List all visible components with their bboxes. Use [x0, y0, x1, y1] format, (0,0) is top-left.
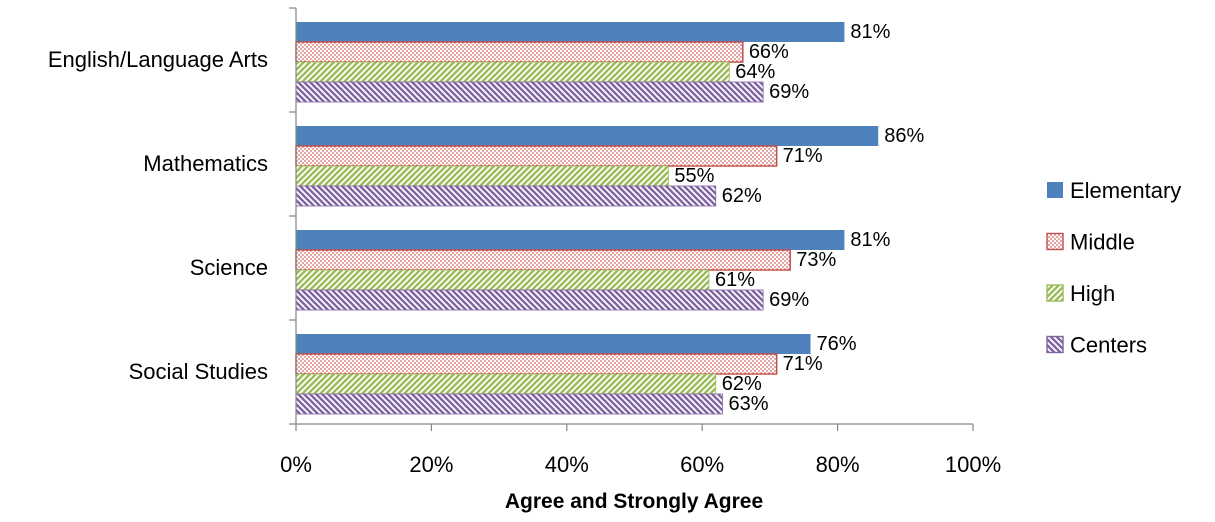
data-label-science-centers: 69% [769, 289, 809, 311]
x-tick-label-40: 40% [545, 452, 589, 477]
data-label-mathematics-middle: 71% [783, 145, 823, 167]
data-label-social-studies-centers: 63% [729, 393, 769, 415]
category-label-mathematics: Mathematics [143, 151, 268, 176]
data-label-social-studies-elementary: 76% [817, 333, 857, 355]
bar-social-studies-elementary [296, 334, 811, 354]
data-label-english-language-arts-centers: 69% [769, 81, 809, 103]
bar-science-elementary [296, 230, 845, 250]
legend-label-elementary: Elementary [1070, 178, 1181, 203]
category-label-science: Science [190, 255, 268, 280]
bar-mathematics-elementary [296, 126, 879, 146]
x-axis-title: Agree and Strongly Agree [505, 490, 763, 513]
bar-social-studies-high [295, 373, 717, 395]
bar-mathematics-centers [295, 185, 717, 207]
data-label-science-high: 61% [715, 269, 755, 291]
x-tick-label-60: 60% [680, 452, 724, 477]
data-label-science-middle: 73% [796, 249, 836, 271]
bar-science-high [295, 269, 710, 291]
data-label-social-studies-middle: 71% [783, 353, 823, 375]
data-label-science-elementary: 81% [850, 229, 890, 251]
category-label-english-language-arts: English/Language Arts [48, 47, 268, 72]
x-tick-label-80: 80% [816, 452, 860, 477]
data-label-mathematics-high: 55% [674, 165, 714, 187]
bar-english-language-arts-middle [295, 41, 744, 63]
legend: Elementary Middle High Centers [1046, 178, 1181, 358]
x-tick-label-20: 20% [409, 452, 453, 477]
data-label-english-language-arts-elementary: 81% [850, 21, 890, 43]
data-label-social-studies-high: 62% [722, 373, 762, 395]
legend-swatch-high [1046, 284, 1064, 302]
legend-swatch-middle [1046, 232, 1064, 251]
x-tick-label-100: 100% [945, 452, 1001, 477]
bar-english-language-arts-high [295, 61, 730, 83]
bar-english-language-arts-elementary [296, 22, 845, 42]
legend-swatch-centers [1046, 335, 1064, 354]
data-label-english-language-arts-high: 64% [735, 61, 775, 83]
bar-mathematics-middle [295, 145, 778, 167]
bar-social-studies-centers [295, 393, 723, 415]
data-label-mathematics-elementary: 86% [884, 125, 924, 147]
legend-label-centers: Centers [1070, 333, 1147, 358]
bar-science-centers [295, 289, 764, 311]
data-label-english-language-arts-middle: 66% [749, 41, 789, 63]
legend-swatch-elementary [1047, 182, 1063, 198]
category-label-social-studies: Social Studies [129, 359, 268, 384]
bar-science-middle [295, 249, 791, 271]
x-tick-label-0: 0% [280, 452, 312, 477]
legend-label-middle: Middle [1070, 230, 1135, 255]
bar-social-studies-middle [295, 353, 778, 375]
legend-label-high: High [1070, 281, 1115, 306]
bar-mathematics-high [295, 165, 669, 187]
data-label-mathematics-centers: 62% [722, 185, 762, 207]
bar-english-language-arts-centers [295, 81, 764, 103]
